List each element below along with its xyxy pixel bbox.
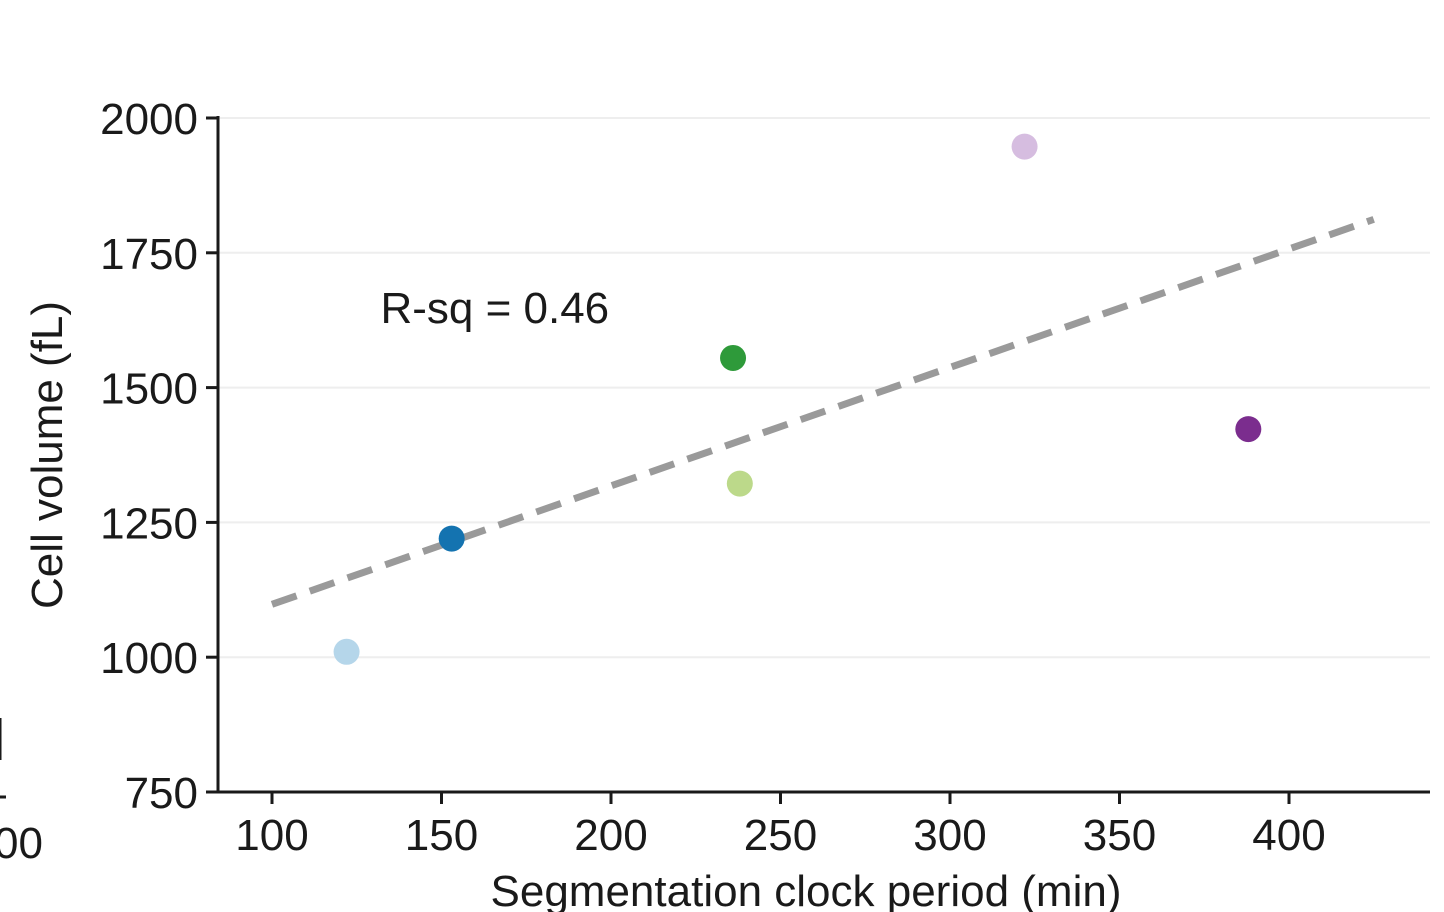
x-tick-label: 300 [913, 811, 986, 860]
x-tick-label: 250 [744, 811, 817, 860]
y-axis-title: Cell volume (fL) [23, 301, 72, 609]
y-tick-label: 1500 [100, 365, 198, 414]
y-tick-label: 750 [125, 769, 198, 818]
scatter-point [438, 525, 465, 552]
x-tick-label: 400 [1252, 811, 1325, 860]
x-axis-title: Segmentation clock period (min) [491, 867, 1122, 912]
x-tick-label: 100 [235, 811, 308, 860]
scatter-point [1011, 133, 1038, 160]
y-tick-label: 1750 [100, 230, 198, 279]
grid-lines [218, 117, 1430, 659]
scatter-point [333, 638, 360, 665]
y-tick-label: 1000 [100, 634, 198, 683]
y-tick-label: 2000 [100, 95, 198, 144]
data-points [333, 133, 1262, 665]
regression-fit-line [270, 216, 1375, 608]
y-ticks: 750 1000 1250 1500 1750 2000 [100, 95, 218, 818]
x-tick-label: 150 [405, 811, 478, 860]
x-tick-label: 350 [1083, 811, 1156, 860]
scatter-point [720, 344, 747, 371]
scatter-point [1235, 416, 1262, 443]
scatter-point [726, 470, 753, 497]
r-squared-annotation: R-sq = 0.46 [380, 284, 609, 333]
x-ticks: 100 150 200 250 300 350 400 [235, 792, 1326, 860]
left-fragment-tick-label: 00 [0, 819, 43, 868]
y-tick-label: 1250 [100, 499, 198, 548]
x-tick-label: 200 [574, 811, 647, 860]
fit-line-group [270, 216, 1375, 608]
